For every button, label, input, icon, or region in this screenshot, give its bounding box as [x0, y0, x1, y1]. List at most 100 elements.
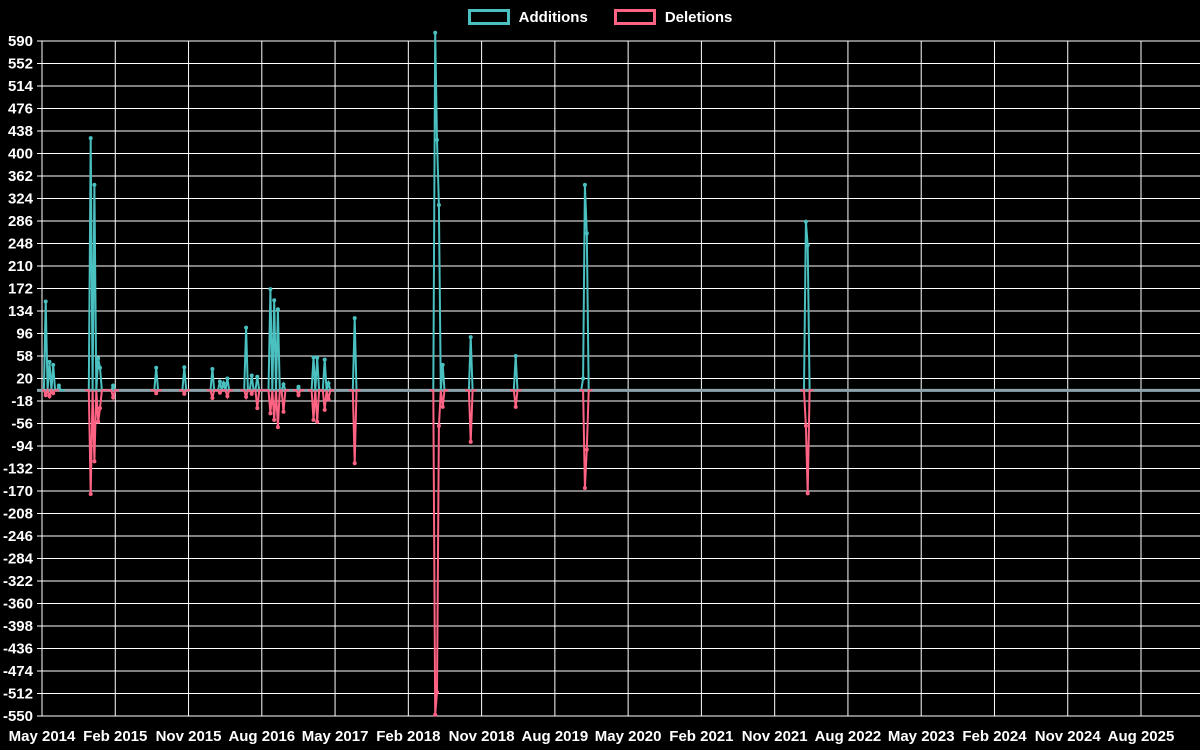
y-tick-label: 362	[8, 168, 33, 185]
legend-label-deletions: Deletions	[664, 8, 733, 26]
y-tick-label: 324	[8, 191, 34, 208]
additions-point	[315, 355, 320, 360]
additions-point	[217, 379, 222, 384]
y-tick-label: -208	[3, 506, 33, 523]
y-tick-label: -56	[11, 416, 33, 433]
x-tick-label: Aug 2022	[815, 728, 882, 745]
deletions-point	[92, 459, 97, 464]
y-tick-label: -132	[3, 461, 33, 478]
additions-point	[326, 381, 331, 386]
x-tick-label: May 2017	[302, 728, 369, 745]
additions-point	[47, 359, 52, 364]
additions-point	[225, 376, 230, 381]
deletions-point	[436, 423, 441, 428]
deletions-point	[584, 447, 589, 452]
y-tick-label: 590	[8, 33, 33, 50]
y-tick-label: 96	[16, 326, 33, 343]
x-tick-label: May 2014	[9, 728, 76, 745]
y-tick-label: 20	[16, 371, 33, 388]
additions-point	[268, 287, 273, 292]
additions-point	[255, 374, 260, 379]
deletions-point	[98, 406, 102, 411]
y-tick-label: 400	[8, 146, 33, 163]
additions-point	[352, 316, 357, 321]
deletions-point	[582, 486, 587, 490]
deletions-point	[47, 394, 52, 399]
y-tick-label: -398	[3, 618, 33, 635]
deletions-point	[272, 417, 277, 422]
y-tick-label: 476	[8, 101, 33, 118]
additions-point	[440, 362, 445, 367]
additions-point	[249, 373, 254, 378]
additions-point	[221, 381, 226, 386]
y-tick-label: -94	[11, 438, 33, 455]
additions-point	[513, 354, 518, 358]
additions-point	[92, 182, 97, 187]
x-tick-label: May 2023	[888, 728, 955, 745]
x-tick-label: Nov 2021	[742, 728, 808, 745]
additions-point	[210, 367, 215, 371]
deletions-swatch	[613, 9, 656, 25]
deletions-point	[275, 425, 280, 430]
deletions-point	[435, 690, 439, 695]
deletions-point	[225, 394, 230, 399]
x-tick-label: Feb 2024	[962, 728, 1027, 745]
y-tick-label: -284	[3, 551, 34, 568]
y-tick-label: 552	[8, 56, 33, 73]
y-tick-label: -246	[3, 528, 33, 545]
deletions-point	[315, 419, 320, 424]
y-tick-label: 58	[16, 348, 33, 365]
y-tick-label: 134	[8, 303, 34, 320]
deletions-point	[249, 391, 254, 396]
additions-point	[322, 357, 327, 362]
y-tick-label: 172	[8, 281, 33, 298]
deletions-point	[352, 461, 357, 466]
deletions-point	[513, 404, 518, 409]
deletions-point	[268, 411, 273, 416]
legend-item-deletions[interactable]: Deletions	[613, 8, 733, 26]
x-tick-label: Aug 2019	[522, 728, 589, 745]
deletions-point	[281, 409, 286, 414]
y-tick-label: 286	[8, 213, 33, 230]
deletions-point	[803, 423, 808, 428]
deletions-series	[42, 387, 814, 717]
additions-point	[311, 355, 316, 360]
deletions-point	[111, 395, 116, 400]
deletions-point	[51, 391, 56, 396]
additions-point	[275, 307, 280, 312]
additions-point	[296, 384, 301, 389]
legend-label-additions: Additions	[518, 8, 588, 26]
x-tick-label: Feb 2021	[669, 728, 733, 745]
y-tick-label: 210	[8, 258, 33, 275]
deletions-point	[311, 417, 316, 422]
additions-point	[51, 362, 56, 367]
deletions-point	[182, 391, 187, 396]
x-tick-label: Aug 2025	[1108, 728, 1175, 745]
additions-point	[272, 298, 277, 303]
additions-series	[42, 30, 814, 392]
additions-point	[111, 383, 116, 388]
x-tick-label: Aug 2016	[228, 728, 295, 745]
y-tick-label: -512	[3, 686, 33, 703]
x-tick-label: Feb 2015	[83, 728, 147, 745]
additions-point	[433, 30, 438, 35]
additions-point	[803, 219, 808, 224]
additions-point	[88, 136, 93, 141]
deletions-point	[244, 394, 249, 399]
additions-point	[98, 365, 102, 370]
chart-legend: Additions Deletions	[0, 6, 1200, 28]
additions-point	[581, 376, 586, 381]
deletions-point	[326, 397, 331, 402]
additions-point	[435, 137, 439, 142]
deletions-point	[210, 396, 215, 400]
x-tick-label: Nov 2024	[1035, 728, 1102, 745]
deletions-point	[296, 393, 301, 398]
additions-swatch	[467, 9, 510, 25]
gridlines	[37, 40, 1200, 717]
y-tick-label: -550	[3, 708, 33, 725]
deletions-point	[255, 406, 260, 411]
y-tick-label: 514	[8, 78, 34, 95]
y-tick-label: 248	[8, 236, 33, 253]
additions-point	[244, 325, 249, 330]
legend-item-additions[interactable]: Additions	[467, 8, 588, 26]
